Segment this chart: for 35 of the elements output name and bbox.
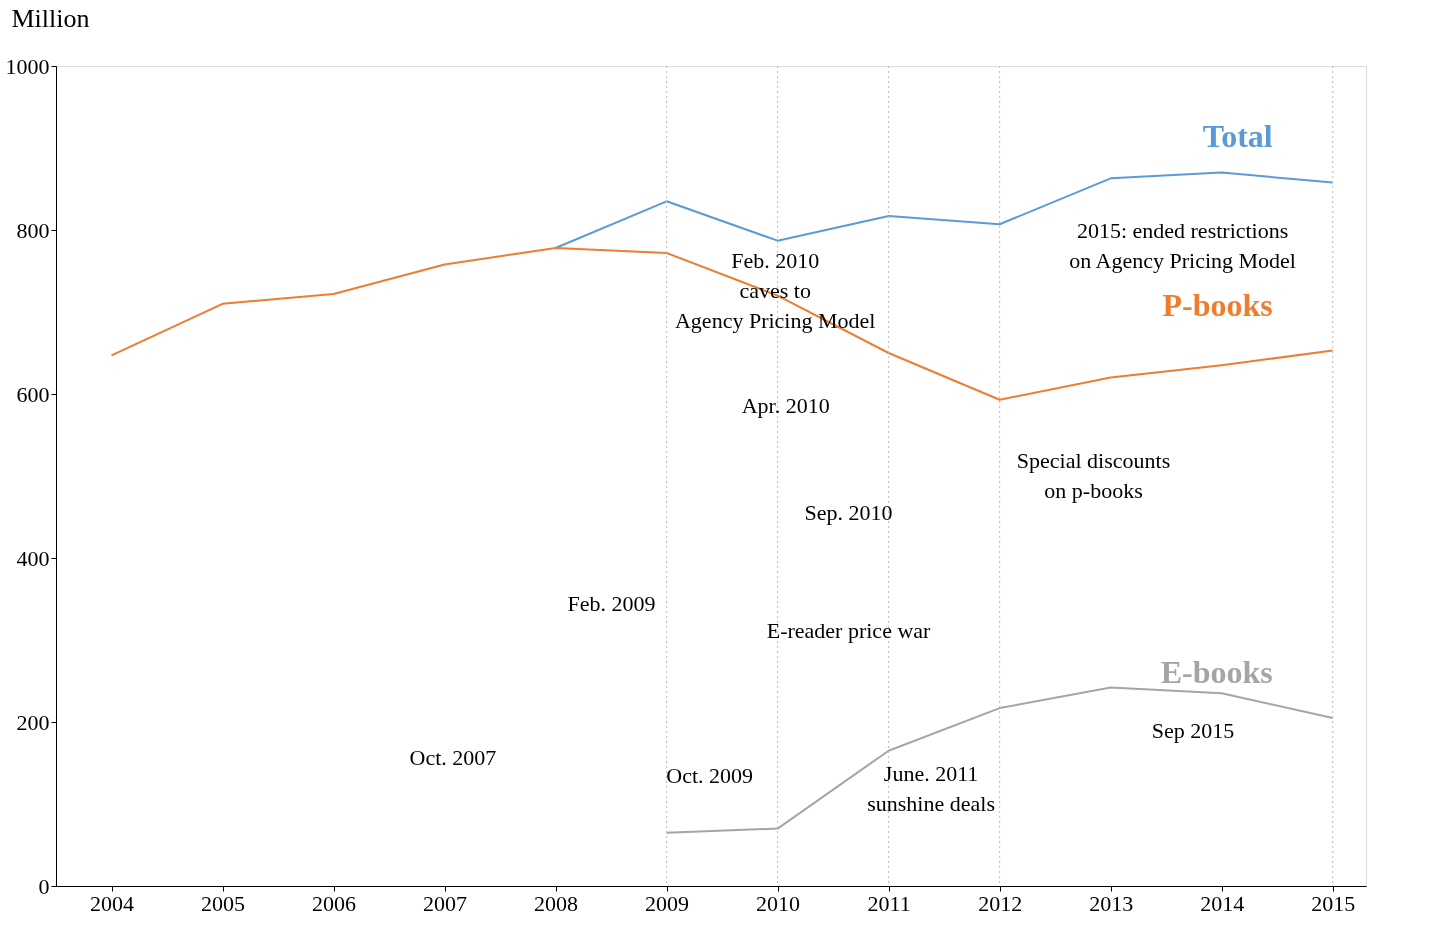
series-label: Total <box>1202 118 1273 155</box>
x-tick-label: 2006 <box>312 890 357 916</box>
y-tick-label: 400 <box>16 545 50 571</box>
line-series <box>665 686 1334 834</box>
x-tick-label: 2014 <box>1200 890 1245 916</box>
x-tick-label: 2015 <box>1311 890 1356 916</box>
annotation: Sep. 2010 <box>804 500 893 526</box>
annotation: Oct. 2007 <box>409 745 497 771</box>
annotation: Oct. 2009 <box>666 763 754 789</box>
annotation: Feb. 2009 <box>567 591 656 617</box>
line-series <box>110 247 1334 401</box>
x-tick-label: 2007 <box>423 890 468 916</box>
annotation: 2015: ended restrictions on Agency Pricing Model <box>1069 217 1296 273</box>
x-tick-label: 2010 <box>756 890 801 916</box>
y-tick-label: 200 <box>16 709 50 735</box>
x-tick-label: 2009 <box>645 890 690 916</box>
x-tick-label: 2012 <box>978 890 1023 916</box>
x-tick-label: 2008 <box>534 890 579 916</box>
annotation: June. 2011 sunshine deals <box>867 760 995 816</box>
x-tick-label: 2013 <box>1089 890 1134 916</box>
series-label: E-books <box>1160 653 1273 690</box>
series-label: P-books <box>1162 286 1273 323</box>
y-tick-label: 1000 <box>5 53 50 79</box>
line-series <box>554 171 1334 250</box>
y-axis-title: Million <box>11 3 90 33</box>
y-tick-label: 800 <box>16 217 50 243</box>
annotation: Sep 2015 <box>1151 718 1235 744</box>
y-tick-label: 600 <box>16 381 50 407</box>
x-tick-label: 2005 <box>201 890 246 916</box>
y-tick-label: 0 <box>38 873 50 899</box>
x-tick-label: 2004 <box>90 890 135 916</box>
x-tick-label: 2011 <box>867 890 911 916</box>
annotation: Apr. 2010 <box>741 392 830 418</box>
annotation: Special discounts on p-books <box>1016 448 1171 504</box>
annotation: E-reader price war <box>766 618 932 644</box>
